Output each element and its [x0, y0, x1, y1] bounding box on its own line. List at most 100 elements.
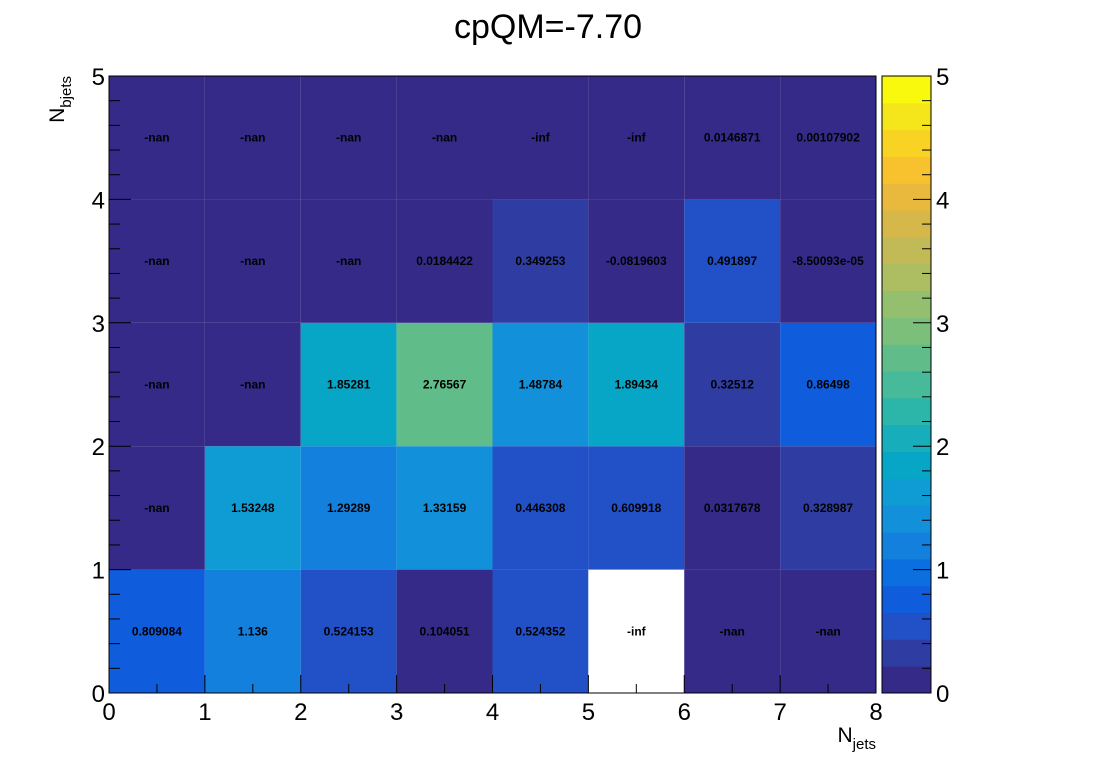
cell-value-label: 1.53248 — [231, 501, 275, 515]
y-axis-title: Nbjets — [46, 76, 75, 123]
heatmap-cell — [204, 76, 301, 200]
colorbar-segment — [882, 317, 931, 345]
heatmap-cell — [300, 446, 397, 570]
colorbar-tick-label: 4 — [936, 187, 949, 214]
x-axis-title-sub: jets — [852, 736, 876, 753]
heatmap-cell — [109, 569, 205, 693]
x-tick-label: 1 — [198, 699, 211, 726]
x-tick-label: 0 — [102, 699, 115, 726]
cell-value-label: 1.136 — [238, 624, 268, 638]
colorbar-segment — [882, 397, 931, 426]
y-axis: 0 1 2 3 4 5 — [92, 64, 131, 708]
cell-value-label: 0.349253 — [515, 254, 565, 268]
cell-value-label: -nan — [144, 501, 169, 515]
colorbar-tick-label: 2 — [936, 434, 949, 461]
y-tick-label: 4 — [92, 187, 105, 214]
cell-value-label: 0.86498 — [806, 378, 850, 392]
cell-value-label: -nan — [144, 131, 169, 145]
heatmap-cell — [109, 322, 205, 447]
heatmap-cell — [780, 569, 876, 693]
cell-value-label: 1.89434 — [615, 378, 659, 392]
cell-value-label: 0.0317678 — [704, 501, 761, 515]
cell-value-label: 0.104051 — [420, 624, 470, 638]
heatmap-cell — [492, 322, 589, 447]
colorbar-segment — [882, 612, 931, 640]
cell-value-label: 0.00107902 — [796, 131, 860, 145]
cell-value-label: -inf — [531, 131, 551, 145]
colorbar-segment — [882, 76, 931, 104]
colorbar-segment — [882, 236, 931, 265]
heatmap-cell-labels: 0.809084 1.136 0.524153 0.104051 0.524352 -in… — [132, 131, 864, 639]
x-tick-label: 2 — [294, 699, 307, 726]
colorbar-segment — [882, 290, 931, 318]
colorbar-frame — [881, 75, 932, 694]
cell-value-label: -nan — [144, 254, 169, 268]
x-axis-title-main: N — [837, 724, 852, 747]
colorbar-tick-label: 1 — [936, 558, 949, 585]
cell-value-label: -nan — [336, 254, 361, 268]
heatmap-cell — [492, 446, 589, 570]
colorbar-segment — [882, 129, 931, 157]
colorbar-tick-label: 3 — [936, 311, 949, 338]
heatmap-cell — [396, 446, 493, 570]
x-tick-label: 8 — [869, 699, 882, 726]
x-tick-label: 4 — [486, 699, 499, 726]
colorbar-segment — [882, 371, 931, 399]
cell-value-label: 0.0146871 — [704, 131, 761, 145]
heatmap-cell — [396, 569, 493, 693]
colorbar-tick-label: 0 — [936, 681, 949, 708]
y-axis-title-sub: bjets — [58, 76, 75, 108]
heatmap-cell — [204, 199, 301, 323]
heatmap-cell — [300, 569, 397, 693]
cell-value-label: 0.491897 — [707, 254, 757, 268]
heatmap-cell — [684, 446, 781, 570]
heatmap-cell — [588, 446, 685, 570]
colorbar-segment — [882, 263, 931, 292]
heatmap-cell — [300, 322, 397, 447]
heatmap-cell — [684, 322, 781, 447]
heatmap-cell — [588, 322, 685, 447]
heatmap-cell — [204, 446, 301, 570]
cell-value-label: 0.0184422 — [416, 254, 473, 268]
y-tick-label: 2 — [92, 434, 105, 461]
colorbar-segment — [882, 532, 931, 560]
colorbar — [881, 75, 932, 694]
heatmap-cell — [109, 76, 205, 200]
cell-value-label: -8.50093e-05 — [792, 254, 864, 268]
heatmap-cell — [492, 199, 589, 323]
cell-value-label: 0.328987 — [803, 501, 853, 515]
cell-value-label: -nan — [240, 378, 265, 392]
heatmap-cell — [492, 76, 589, 200]
heatmap-cell — [780, 76, 876, 200]
cell-value-label: 0.446308 — [515, 501, 565, 515]
colorbar-segment — [882, 505, 931, 533]
colorbar-segment — [882, 666, 931, 694]
cell-value-label: 1.48784 — [519, 378, 563, 392]
heatmap-cell — [780, 199, 876, 323]
cell-value-label: -nan — [432, 131, 457, 145]
cell-value-label: -nan — [240, 131, 265, 145]
heatmap-cell — [588, 76, 685, 200]
heatmap-cells — [109, 76, 876, 693]
heatmap-cell — [396, 76, 493, 200]
colorbar-segment — [882, 102, 931, 131]
colorbar-segment — [882, 156, 931, 184]
x-axis: 0 1 2 3 4 5 6 7 8 — [102, 675, 883, 726]
heatmap-cell — [109, 199, 205, 323]
heatmap-cell — [588, 569, 685, 693]
cell-value-label: -0.0819603 — [606, 254, 667, 268]
heatmap-cell — [204, 569, 301, 693]
colorbar-segment — [882, 451, 931, 479]
cell-value-label: 2.76567 — [423, 378, 467, 392]
y-axis-title-main: N — [46, 108, 69, 123]
y-tick-label: 0 — [92, 681, 105, 708]
x-tick-label: 6 — [678, 699, 691, 726]
cell-value-label: 0.524153 — [324, 624, 374, 638]
cell-value-label: 0.32512 — [710, 378, 754, 392]
heatmap-cell — [684, 569, 781, 693]
cell-value-label: -nan — [240, 254, 265, 268]
cell-value-label: -nan — [336, 131, 361, 145]
heatmap-cell — [396, 322, 493, 447]
cell-value-label: -inf — [627, 624, 647, 638]
